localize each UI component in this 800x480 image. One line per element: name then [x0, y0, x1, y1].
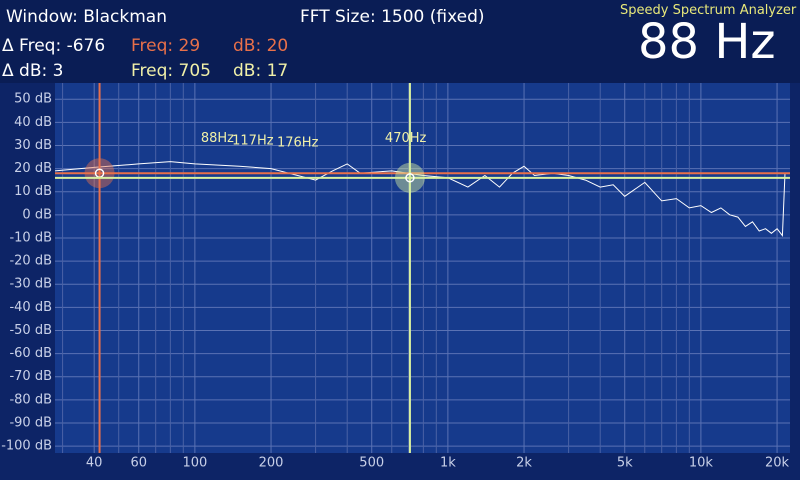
x-tick-label: 40 [86, 456, 103, 471]
y-tick-label: 30 dB [14, 138, 52, 153]
peak-label: 470Hz [385, 131, 427, 146]
x-tick-label: 20k [765, 456, 790, 471]
header: Window: Blackman FFT Size: 1500 (fixed) … [0, 0, 800, 83]
cursor-dot [405, 173, 415, 183]
y-tick-label: -90 dB [9, 415, 52, 430]
y-tick-label: -30 dB [9, 277, 52, 292]
x-tick-label: 60 [130, 456, 147, 471]
cursor2-db: dB: 17 [233, 61, 289, 81]
y-tick-label: 0 dB [22, 207, 52, 222]
x-tick-label: 1k [440, 456, 456, 471]
delta-freq: Δ Freq: -676 [2, 36, 106, 56]
window-label: Window: Blackman [6, 7, 167, 27]
y-tick-label: 40 dB [14, 115, 52, 130]
y-tick-label: -10 dB [9, 230, 52, 245]
delta-db: Δ dB: 3 [2, 61, 64, 81]
app-title: Speedy Spectrum Analyzer [620, 3, 797, 18]
peak-label: 176Hz [277, 136, 319, 151]
x-tick-label: 10k [689, 456, 714, 471]
y-tick-label: -100 dB [1, 439, 52, 454]
peak-label: 88Hz [201, 131, 234, 146]
cursor2-freq: Freq: 705 [131, 61, 211, 81]
cursor1-freq: Freq: 29 [131, 36, 201, 56]
x-tick-label: 200 [259, 456, 284, 471]
y-tick-label: -40 dB [9, 300, 52, 315]
y-tick-label: -20 dB [9, 254, 52, 269]
x-tick-label: 2k [516, 456, 532, 471]
y-tick-label: 20 dB [14, 161, 52, 176]
x-tick-label: 500 [359, 456, 384, 471]
cursor1-db: dB: 20 [233, 36, 289, 56]
y-tick-label: -50 dB [9, 323, 52, 338]
x-tick-label: 5k [617, 456, 633, 471]
fft-size: FFT Size: 1500 (fixed) [300, 7, 485, 27]
peak-label: 117Hz [232, 133, 274, 148]
y-tick-label: -60 dB [9, 346, 52, 361]
y-tick-label: 50 dB [14, 92, 52, 107]
y-tick-label: -80 dB [9, 392, 52, 407]
x-tick-label: 100 [182, 456, 207, 471]
y-tick-label: 10 dB [14, 184, 52, 199]
y-tick-label: -70 dB [9, 369, 52, 384]
spectrum-line [54, 161, 786, 237]
plot-area [55, 83, 790, 453]
peak-frequency: 88 Hz [638, 14, 776, 70]
